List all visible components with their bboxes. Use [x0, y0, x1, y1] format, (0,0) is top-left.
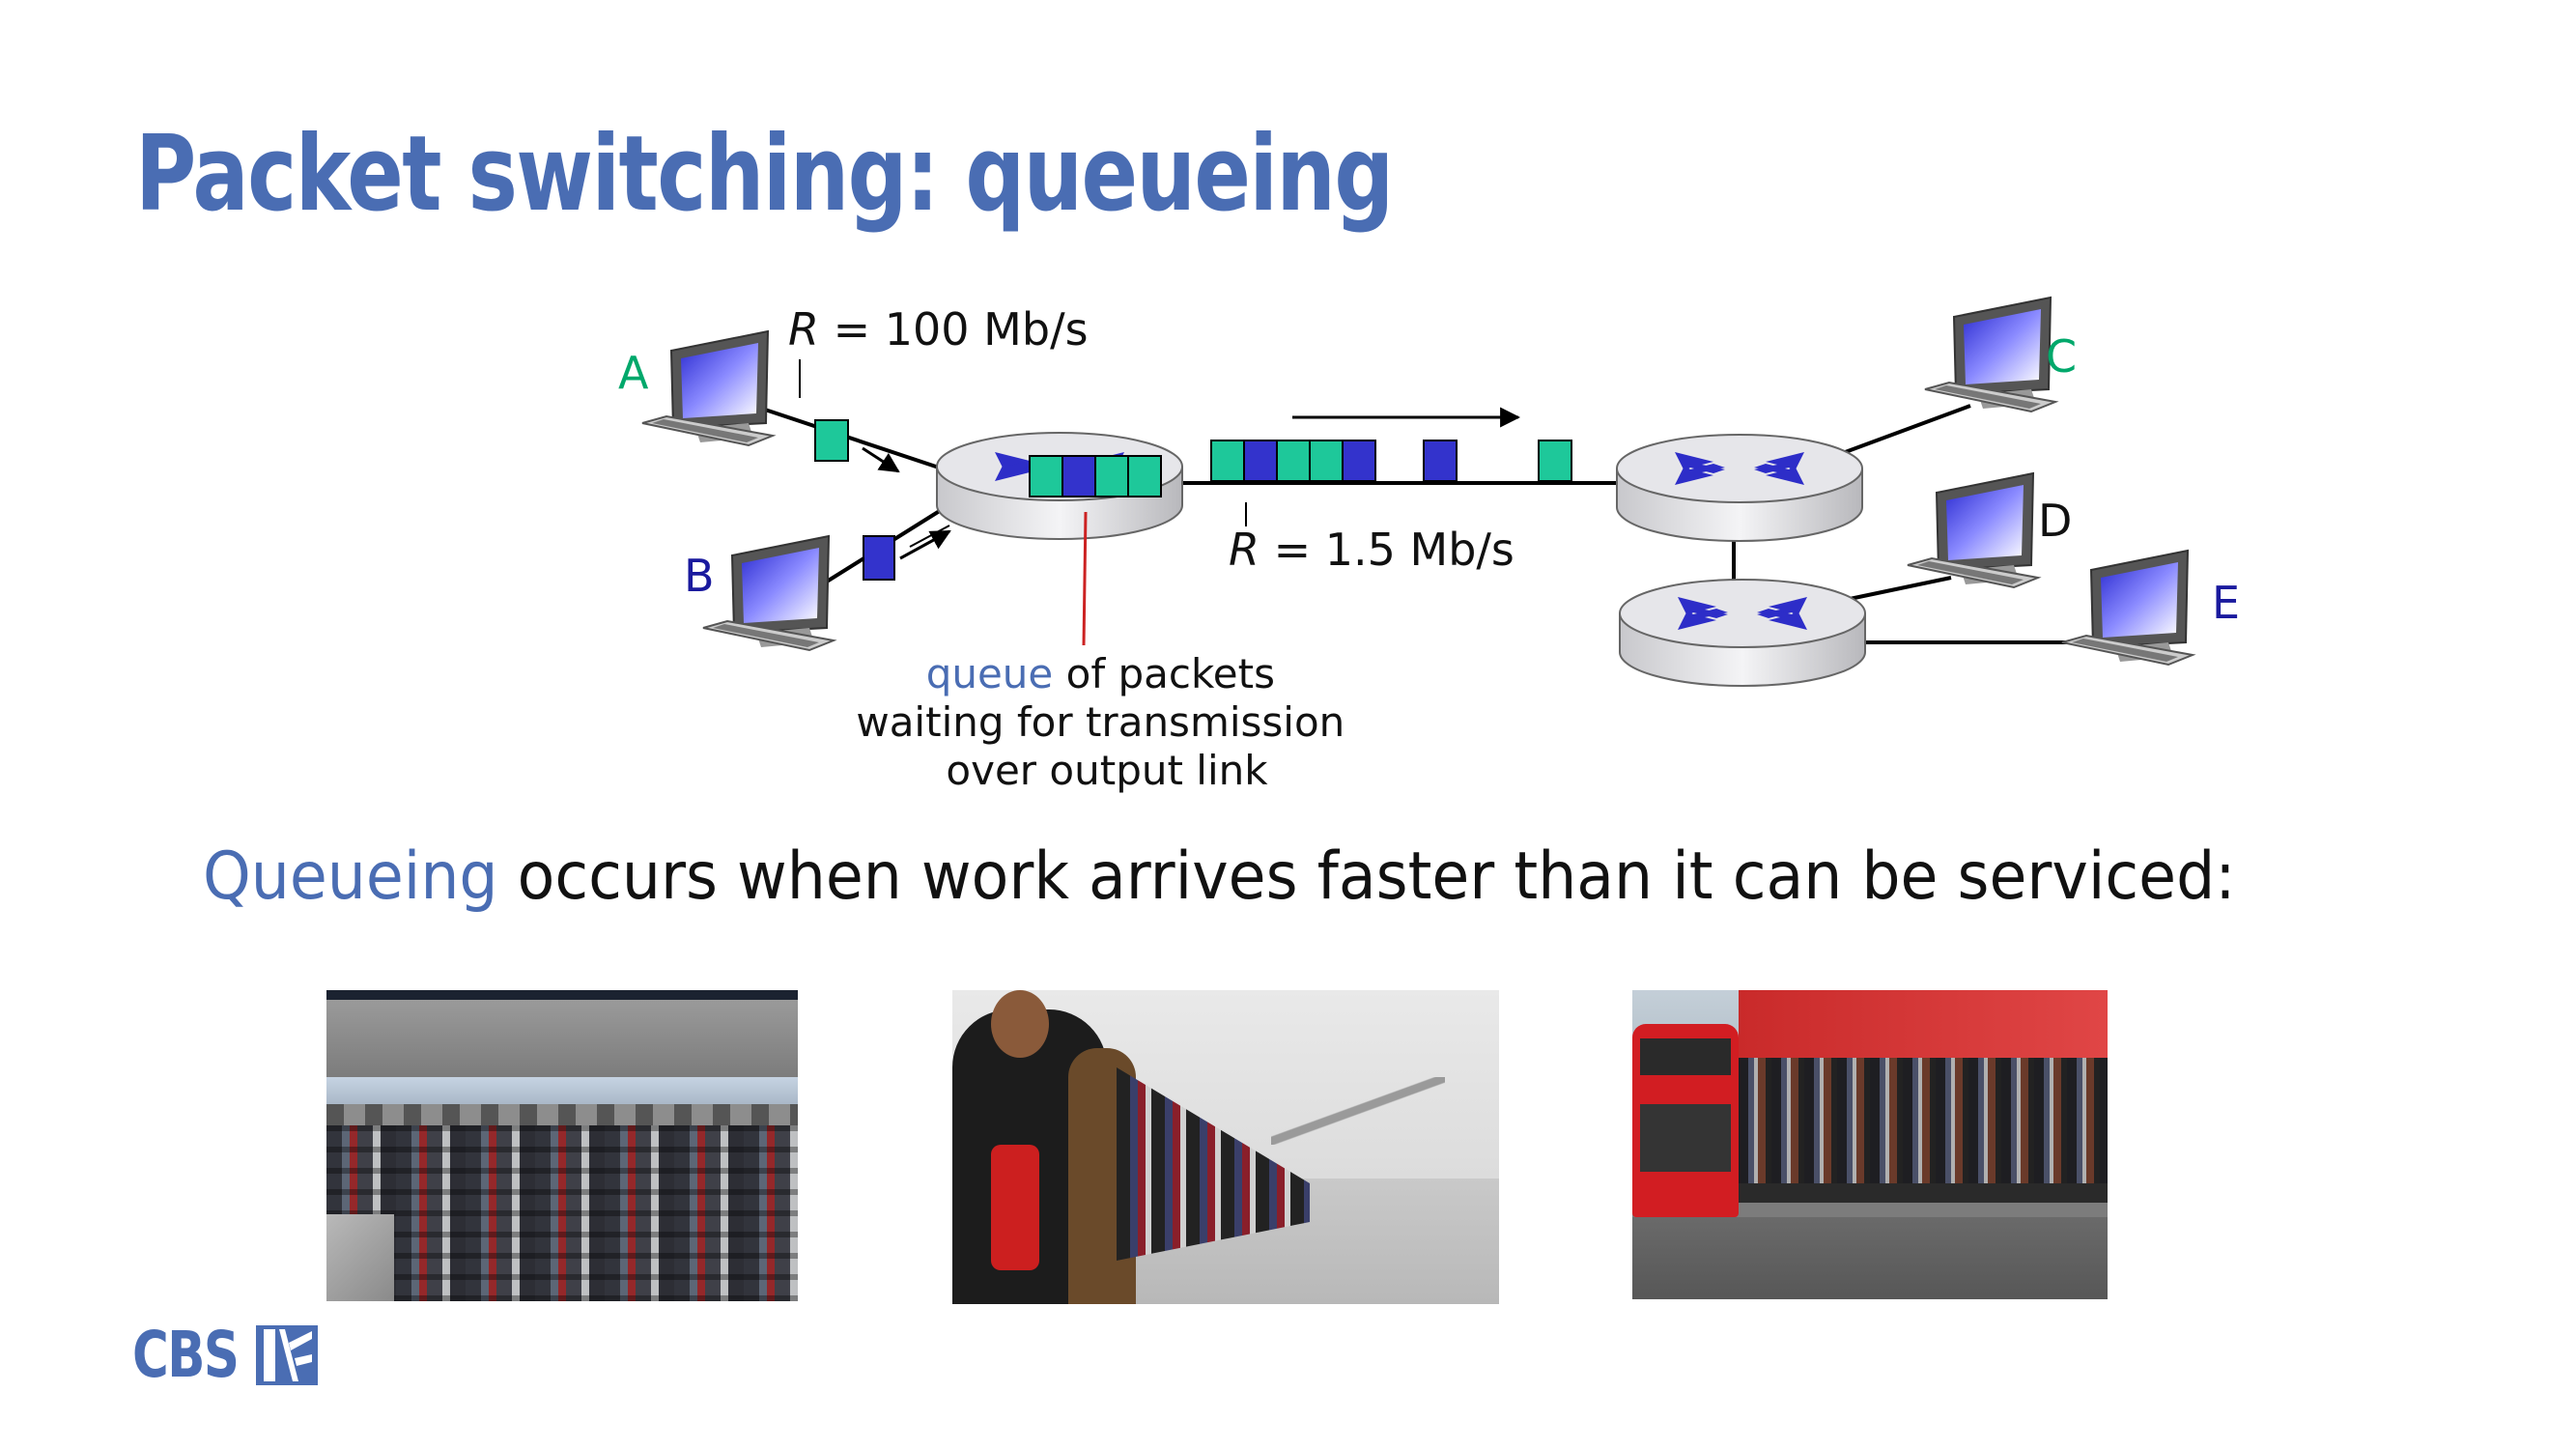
- router-icon: [936, 432, 1183, 540]
- arrow-b-in: [899, 529, 951, 560]
- cbs-logo-mark-icon: [256, 1324, 318, 1385]
- host-label-b: B: [684, 550, 715, 602]
- output-rate-label: R = 1.5 Mb/s: [1229, 524, 1514, 576]
- host-label-d: D: [2038, 495, 2072, 547]
- output-link-packets: [1210, 440, 1572, 482]
- input-rate-label: R = 100 Mb/s: [788, 303, 1089, 355]
- queueing-definition: Queueing occurs when work arrives faster…: [203, 838, 2236, 915]
- router-icon: [1616, 434, 1863, 542]
- computer-icon: [1907, 471, 2042, 589]
- arrow-b-in-2: [909, 525, 950, 548]
- queueing-definition-text: occurs when work arrives faster than it …: [497, 838, 2236, 915]
- router-queue: [1029, 455, 1162, 497]
- cbs-logo-text: CBS: [132, 1318, 240, 1392]
- computer-icon: [641, 329, 777, 447]
- network-links: [752, 404, 2067, 644]
- arrow-a-in: [862, 446, 900, 473]
- traffic-jam-photo: [326, 990, 798, 1301]
- queueing-term: Queueing: [203, 838, 498, 915]
- bus-queue-photo: [1632, 990, 2108, 1299]
- computer-icon: [1924, 296, 2059, 413]
- host-label-c: C: [2046, 330, 2077, 383]
- packet-incoming-a: [814, 419, 849, 462]
- router-icon: [1619, 579, 1866, 687]
- computer-icon: [702, 534, 837, 652]
- host-label-e: E: [2212, 577, 2240, 629]
- host-label-a: A: [618, 347, 649, 399]
- packet-incoming-b: [863, 535, 895, 581]
- cbs-logo: CBS: [132, 1318, 318, 1392]
- slide-title: Packet switching: queueing: [135, 114, 1394, 235]
- computer-icon: [2061, 549, 2196, 667]
- queue-caption: queue of packets waiting for transmissio…: [856, 650, 1357, 794]
- queue-pointer-line: [1082, 511, 1088, 646]
- people-queue-photo: [952, 990, 1499, 1304]
